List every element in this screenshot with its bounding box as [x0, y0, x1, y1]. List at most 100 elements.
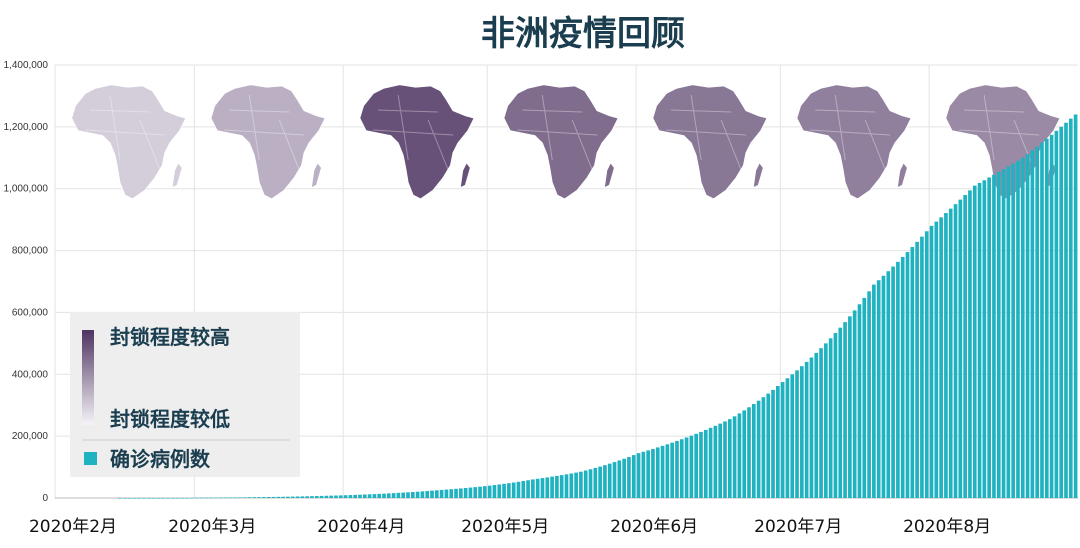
y-tick-label: 600,000 — [12, 307, 49, 318]
bar — [175, 497, 180, 499]
bar — [905, 252, 910, 498]
legend-cases-swatch — [84, 452, 97, 465]
bar — [324, 495, 329, 498]
bar — [833, 333, 838, 498]
bar — [771, 389, 775, 498]
bar — [252, 497, 257, 498]
y-tick-label: 400,000 — [12, 369, 49, 380]
bar — [516, 481, 521, 498]
bar — [838, 327, 843, 498]
bar — [358, 494, 362, 498]
bar — [564, 474, 569, 498]
bar — [238, 497, 242, 498]
bar — [410, 492, 415, 498]
bar — [223, 497, 228, 499]
bar — [723, 421, 727, 498]
bar-series-confirmed-cases — [118, 114, 1078, 499]
bar — [271, 496, 276, 498]
bar — [166, 497, 170, 499]
bar — [996, 172, 1001, 498]
bar — [655, 447, 660, 498]
bar — [727, 419, 732, 498]
bar — [483, 486, 487, 498]
bar — [718, 423, 723, 498]
bar — [1001, 169, 1006, 498]
legend-cases-label: 确诊病例数 — [110, 447, 211, 471]
bar — [353, 494, 358, 498]
legend-low-label: 封锁程度较低 — [110, 407, 230, 431]
bar — [900, 256, 905, 498]
africa-map-icon — [71, 84, 187, 200]
africa-map-icon — [359, 84, 475, 200]
bar — [588, 469, 593, 498]
x-axis-ticks: 2020年2月 2020年3月 2020年4月 2020年5月 2020年6月 2020年… — [29, 517, 991, 537]
bar — [1016, 160, 1020, 498]
bar — [459, 488, 463, 498]
bar — [1049, 134, 1054, 498]
bar — [915, 241, 919, 499]
bar — [367, 494, 372, 498]
bar — [391, 493, 396, 498]
bar — [929, 225, 934, 499]
bar — [233, 497, 237, 499]
bar — [497, 484, 502, 498]
x-tick-label: 2020年8月 — [903, 517, 991, 537]
bar — [137, 497, 141, 499]
legend-box: 封锁程度较高 封锁程度较低 确诊病例数 — [70, 312, 300, 477]
bar — [430, 490, 434, 498]
bar — [540, 478, 545, 498]
bar — [204, 497, 209, 499]
bar — [747, 407, 751, 498]
bar — [314, 496, 319, 498]
lockdown-scale-bar — [82, 330, 94, 425]
bar — [579, 471, 583, 498]
bar — [161, 497, 165, 499]
bar — [780, 382, 785, 498]
bar — [982, 180, 987, 498]
bar — [545, 477, 550, 498]
x-tick-label: 2020年7月 — [754, 517, 842, 537]
bar — [881, 275, 886, 498]
bar — [694, 433, 699, 498]
bar — [920, 236, 924, 499]
chart-title: 非洲疫情回顾 — [481, 14, 685, 54]
bar — [492, 485, 497, 498]
bar — [972, 185, 977, 498]
bar — [214, 497, 218, 499]
bar — [362, 494, 367, 498]
bar — [295, 496, 300, 498]
bar — [876, 280, 881, 498]
x-tick-label: 2020年3月 — [168, 517, 256, 537]
bar — [713, 425, 718, 498]
bar — [118, 497, 122, 499]
bar — [766, 393, 771, 498]
bar — [156, 497, 161, 499]
bar — [386, 493, 391, 498]
bar — [948, 208, 953, 498]
bar — [968, 190, 972, 498]
bar — [603, 465, 607, 498]
bar — [185, 497, 189, 499]
bar — [449, 489, 454, 498]
bar — [934, 221, 939, 498]
bar — [396, 492, 401, 498]
bar — [622, 458, 626, 498]
bar — [511, 482, 516, 498]
bar — [555, 475, 559, 498]
bar — [675, 440, 679, 498]
bar — [305, 496, 309, 498]
bar — [454, 488, 458, 498]
bar — [824, 343, 828, 498]
bar — [286, 496, 290, 498]
bar — [819, 348, 823, 498]
bar — [732, 416, 737, 498]
x-tick-label: 2020年6月 — [610, 517, 698, 537]
bar — [896, 261, 900, 498]
bar — [550, 476, 554, 498]
bar — [660, 445, 665, 498]
bar — [300, 496, 305, 498]
bar — [199, 497, 204, 499]
bar — [343, 495, 348, 498]
bar — [170, 497, 175, 499]
